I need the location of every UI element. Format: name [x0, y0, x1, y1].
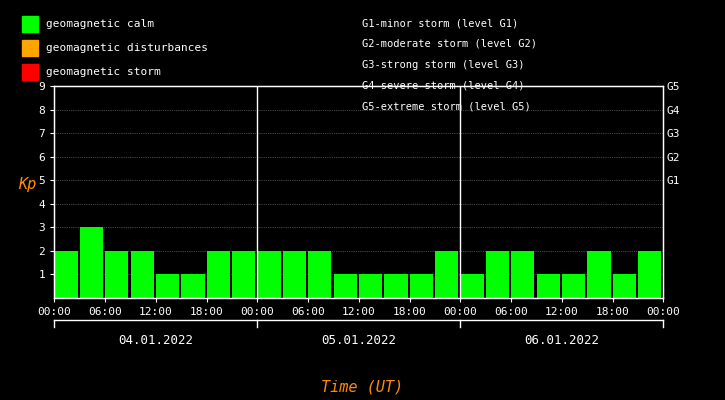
- Bar: [105, 251, 128, 298]
- Text: G4-severe storm (level G4): G4-severe storm (level G4): [362, 80, 525, 90]
- Text: G2-moderate storm (level G2): G2-moderate storm (level G2): [362, 39, 537, 49]
- Bar: [613, 274, 636, 298]
- Text: G3-strong storm (level G3): G3-strong storm (level G3): [362, 60, 525, 70]
- Bar: [156, 274, 179, 298]
- Bar: [486, 251, 509, 298]
- Text: geomagnetic storm: geomagnetic storm: [46, 67, 161, 77]
- Bar: [232, 251, 255, 298]
- Bar: [384, 274, 407, 298]
- Bar: [511, 251, 534, 298]
- Bar: [283, 251, 306, 298]
- Bar: [334, 274, 357, 298]
- Text: geomagnetic disturbances: geomagnetic disturbances: [46, 43, 208, 53]
- Text: 06.01.2022: 06.01.2022: [524, 334, 600, 347]
- Bar: [562, 274, 585, 298]
- Text: G1-minor storm (level G1): G1-minor storm (level G1): [362, 18, 519, 28]
- Text: geomagnetic calm: geomagnetic calm: [46, 19, 154, 29]
- Text: 05.01.2022: 05.01.2022: [321, 334, 397, 347]
- Text: 04.01.2022: 04.01.2022: [118, 334, 194, 347]
- Bar: [460, 274, 484, 298]
- Bar: [587, 251, 610, 298]
- Bar: [410, 274, 433, 298]
- Bar: [130, 251, 154, 298]
- Bar: [308, 251, 331, 298]
- Bar: [638, 251, 661, 298]
- Bar: [257, 251, 281, 298]
- Bar: [359, 274, 382, 298]
- Bar: [80, 227, 103, 298]
- Bar: [207, 251, 230, 298]
- Bar: [54, 251, 78, 298]
- Bar: [536, 274, 560, 298]
- Bar: [181, 274, 204, 298]
- Text: Time (UT): Time (UT): [321, 379, 404, 394]
- Bar: [435, 251, 458, 298]
- Text: G5-extreme storm (level G5): G5-extreme storm (level G5): [362, 101, 531, 111]
- Y-axis label: Kp: Kp: [18, 177, 36, 192]
